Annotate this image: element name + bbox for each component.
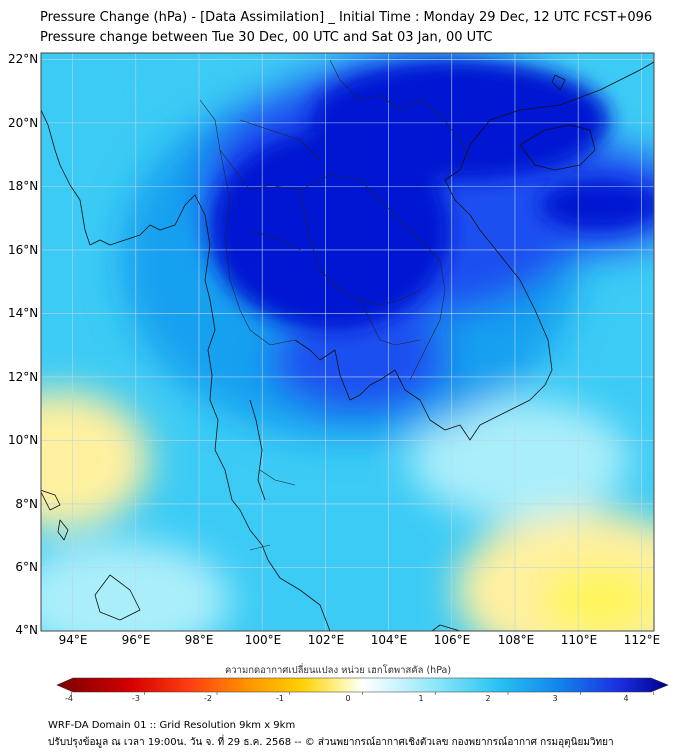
- colorbar-tick-label: 4: [623, 694, 629, 703]
- lon-tick-label: 106°E: [433, 633, 471, 647]
- colorbar-tick-label: 1: [418, 694, 424, 703]
- lon-tick-label: 112°E: [623, 633, 661, 647]
- lat-tick-label: 10°N: [8, 433, 39, 447]
- lat-tick-label: 8°N: [15, 497, 38, 511]
- lat-tick-label: 20°N: [8, 116, 39, 130]
- lon-tick-label: 98°E: [184, 633, 214, 647]
- update-credit: ปรับปรุงข้อมูล ณ เวลา 19:00น. วัน จ. ที่…: [48, 737, 614, 748]
- colorbar-tick-label: 2: [485, 694, 491, 703]
- lat-tick-label: 12°N: [8, 370, 39, 384]
- lat-tick-label: 18°N: [8, 179, 39, 193]
- colorbar-tick-label: -3: [132, 694, 140, 703]
- lon-tick-label: 94°E: [58, 633, 88, 647]
- lat-tick-label: 4°N: [15, 623, 38, 637]
- lat-tick-label: 22°N: [8, 52, 39, 66]
- lon-tick-label: 108°E: [497, 633, 535, 647]
- lat-tick-label: 16°N: [8, 243, 39, 257]
- country-borders: [199, 59, 471, 551]
- lat-tick-label: 6°N: [15, 560, 38, 574]
- colorbar-caption: ความกดอากาศเปลี่ยนแปลง หน่วย เฮกโตพาสคัล…: [224, 665, 452, 676]
- lon-tick-label: 102°E: [307, 633, 345, 647]
- colorbar-tick-label: 0: [345, 694, 351, 703]
- map-subtitle: Pressure change between Tue 30 Dec, 00 U…: [40, 30, 493, 45]
- colorbar-tick-label: -2: [204, 694, 212, 703]
- lon-tick-label: 100°E: [244, 633, 282, 647]
- lon-tick-label: 110°E: [560, 633, 598, 647]
- pressure-field: [41, 53, 654, 631]
- model-info: WRF-DA Domain 01 :: Grid Resolution 9km …: [48, 720, 296, 731]
- colorbar-tick-label: 3: [552, 694, 558, 703]
- map-frame: [40, 52, 655, 632]
- map-title: Pressure Change (hPa) - [Data Assimilati…: [40, 10, 653, 25]
- lat-tick-label: 14°N: [8, 306, 39, 320]
- colorbar-tick-label: -4: [65, 694, 73, 703]
- colorbar-tick-label: -1: [276, 694, 284, 703]
- pressure-change-map: [40, 52, 655, 632]
- lon-tick-label: 96°E: [121, 633, 151, 647]
- lon-tick-label: 104°E: [370, 633, 408, 647]
- coastline: [41, 61, 654, 631]
- colorbar-scale: [56, 677, 669, 693]
